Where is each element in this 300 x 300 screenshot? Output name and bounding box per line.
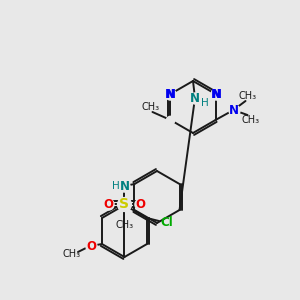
Text: H: H (201, 98, 209, 108)
Text: N: N (212, 88, 221, 100)
Text: N: N (119, 179, 130, 193)
Text: CH₃: CH₃ (242, 115, 260, 125)
Text: O: O (103, 197, 113, 211)
Text: CH₃: CH₃ (141, 102, 160, 112)
Text: N: N (166, 88, 176, 100)
Text: N: N (164, 88, 175, 100)
Text: H: H (112, 181, 119, 191)
Text: S: S (119, 197, 130, 211)
Text: N: N (211, 88, 220, 100)
Text: N: N (229, 103, 238, 116)
Text: CH₃: CH₃ (116, 220, 134, 230)
Text: O: O (86, 239, 96, 253)
Text: CH₃: CH₃ (63, 249, 81, 259)
Text: CH₃: CH₃ (238, 91, 256, 101)
Text: Cl: Cl (160, 217, 173, 230)
Text: N: N (190, 92, 200, 104)
Text: O: O (136, 197, 146, 211)
